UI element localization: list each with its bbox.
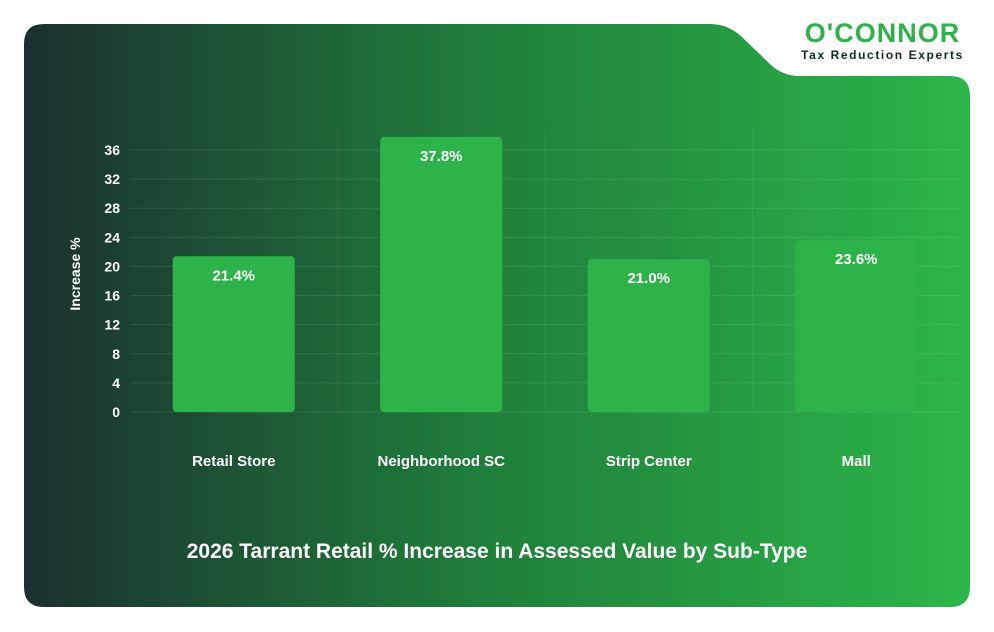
bar bbox=[587, 259, 710, 412]
brand-tagline: Tax Reduction Experts bbox=[801, 48, 964, 62]
y-tick-label: 12 bbox=[104, 317, 120, 333]
bar-value-label: 21.0% bbox=[627, 270, 670, 287]
y-tick-label: 4 bbox=[112, 375, 120, 391]
y-tick-label: 8 bbox=[112, 346, 120, 362]
y-tick-label: 20 bbox=[104, 258, 120, 274]
y-tick-label: 0 bbox=[112, 404, 120, 420]
brand-logo: O'CONNOR Tax Reduction Experts bbox=[790, 18, 975, 66]
x-category-label: Neighborhood SC bbox=[378, 453, 506, 470]
y-tick-label: 28 bbox=[104, 200, 120, 216]
y-tick-label: 16 bbox=[104, 288, 120, 304]
y-tick-label: 32 bbox=[104, 171, 120, 187]
y-tick-label: 36 bbox=[104, 142, 120, 158]
y-axis-ticks: 0 4 8 12 16 20 24 28 32 36 bbox=[104, 142, 120, 420]
y-tick-label: 24 bbox=[104, 229, 120, 245]
bar bbox=[172, 256, 295, 412]
bars: 21.4% 37.8% 21.0% 23.6% bbox=[172, 136, 918, 412]
bar-value-label: 37.8% bbox=[420, 148, 463, 165]
x-category-label: Strip Center bbox=[606, 453, 692, 470]
bar-value-label: 23.6% bbox=[835, 251, 878, 268]
brand-name: O'CONNOR bbox=[804, 18, 961, 48]
x-category-label: Mall bbox=[842, 453, 871, 470]
y-axis-title: Increase % bbox=[67, 237, 83, 311]
bar-value-label: 21.4% bbox=[212, 267, 255, 284]
chart-title: 2026 Tarrant Retail % Increase in Assess… bbox=[186, 540, 808, 563]
bar bbox=[795, 240, 918, 412]
x-category-label: Retail Store bbox=[192, 453, 275, 470]
bar bbox=[380, 136, 503, 412]
x-axis-categories: Retail Store Neighborhood SC Strip Center M… bbox=[192, 453, 871, 470]
